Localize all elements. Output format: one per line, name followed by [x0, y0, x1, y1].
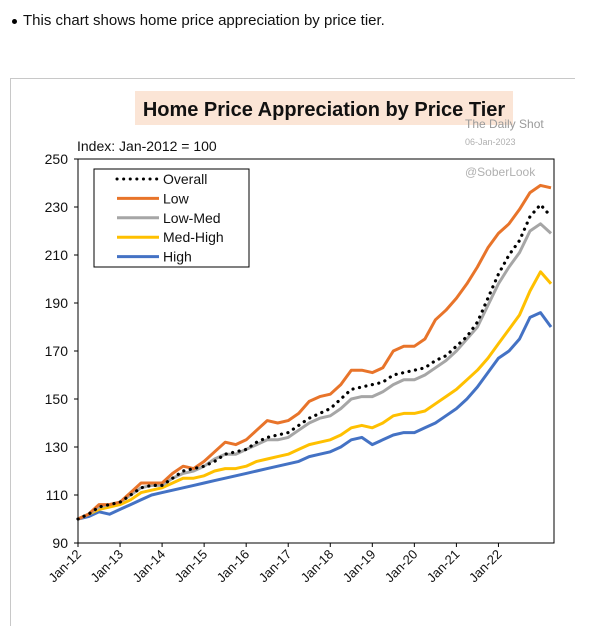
series-line-overall: [76, 202, 553, 521]
legend-label: Overall: [163, 171, 207, 187]
legend-label: High: [163, 249, 192, 265]
legend-label: Low: [163, 190, 190, 206]
x-tick-label: Jan-12: [45, 547, 84, 586]
x-tick-label: Jan-21: [424, 547, 463, 586]
series-line-high: [77, 311, 553, 521]
legend-label: Med-High: [163, 229, 224, 245]
series-line-med-high: [77, 270, 553, 521]
legend-label: Low-Med: [163, 210, 221, 226]
x-tick-label: Jan-19: [340, 547, 379, 586]
x-tick-label: Jan-18: [298, 547, 337, 586]
x-tick-label: Jan-15: [172, 547, 211, 586]
y-tick-label: 170: [45, 343, 69, 359]
y-axis: 90 110 130 150 170 190 210 230 250: [45, 151, 78, 551]
series-layer: [76, 183, 553, 521]
chart-svg: Home Price Appreciation by Price Tier In…: [45, 91, 555, 586]
chart-figure: Home Price Appreciation by Price Tier In…: [10, 78, 575, 626]
bullet-text: This chart shows home price appreciation…: [23, 12, 385, 29]
watermark-date: 06-Jan-2023: [465, 137, 516, 147]
series-line-low-med: [77, 222, 553, 521]
bullet-item: This chart shows home price appreciation…: [12, 12, 385, 29]
y-tick-label: 230: [45, 199, 69, 215]
y-tick-label: 130: [45, 439, 69, 455]
title-background: [135, 91, 513, 125]
y-tick-label: 110: [46, 487, 69, 503]
series-line-low: [77, 183, 552, 521]
x-tick-label: Jan-13: [87, 547, 126, 586]
chart-subtitle: Index: Jan-2012 = 100: [77, 138, 217, 154]
x-tick-label: Jan-16: [214, 547, 253, 586]
legend: Overall Low Low-Med Med-High High: [93, 168, 250, 268]
chart-title: Home Price Appreciation by Price Tier: [143, 99, 506, 121]
watermark-handle: @SoberLook: [465, 165, 536, 179]
y-tick-label: 90: [52, 535, 68, 551]
x-axis: Jan-12 Jan-13 Jan-14 Jan-15 Jan-16 Jan-17 Jan-…: [45, 543, 505, 586]
y-tick-label: 190: [45, 295, 69, 311]
y-tick-label: 210: [45, 247, 69, 263]
y-tick-label: 250: [45, 151, 69, 167]
watermark-source: The Daily Shot: [465, 117, 544, 131]
x-tick-label: Jan-17: [256, 547, 295, 586]
y-tick-label: 150: [45, 391, 69, 407]
x-tick-label: Jan-22: [466, 547, 505, 586]
x-tick-label: Jan-20: [382, 547, 421, 586]
bullet-icon: [12, 18, 17, 24]
x-tick-label: Jan-14: [129, 547, 168, 586]
